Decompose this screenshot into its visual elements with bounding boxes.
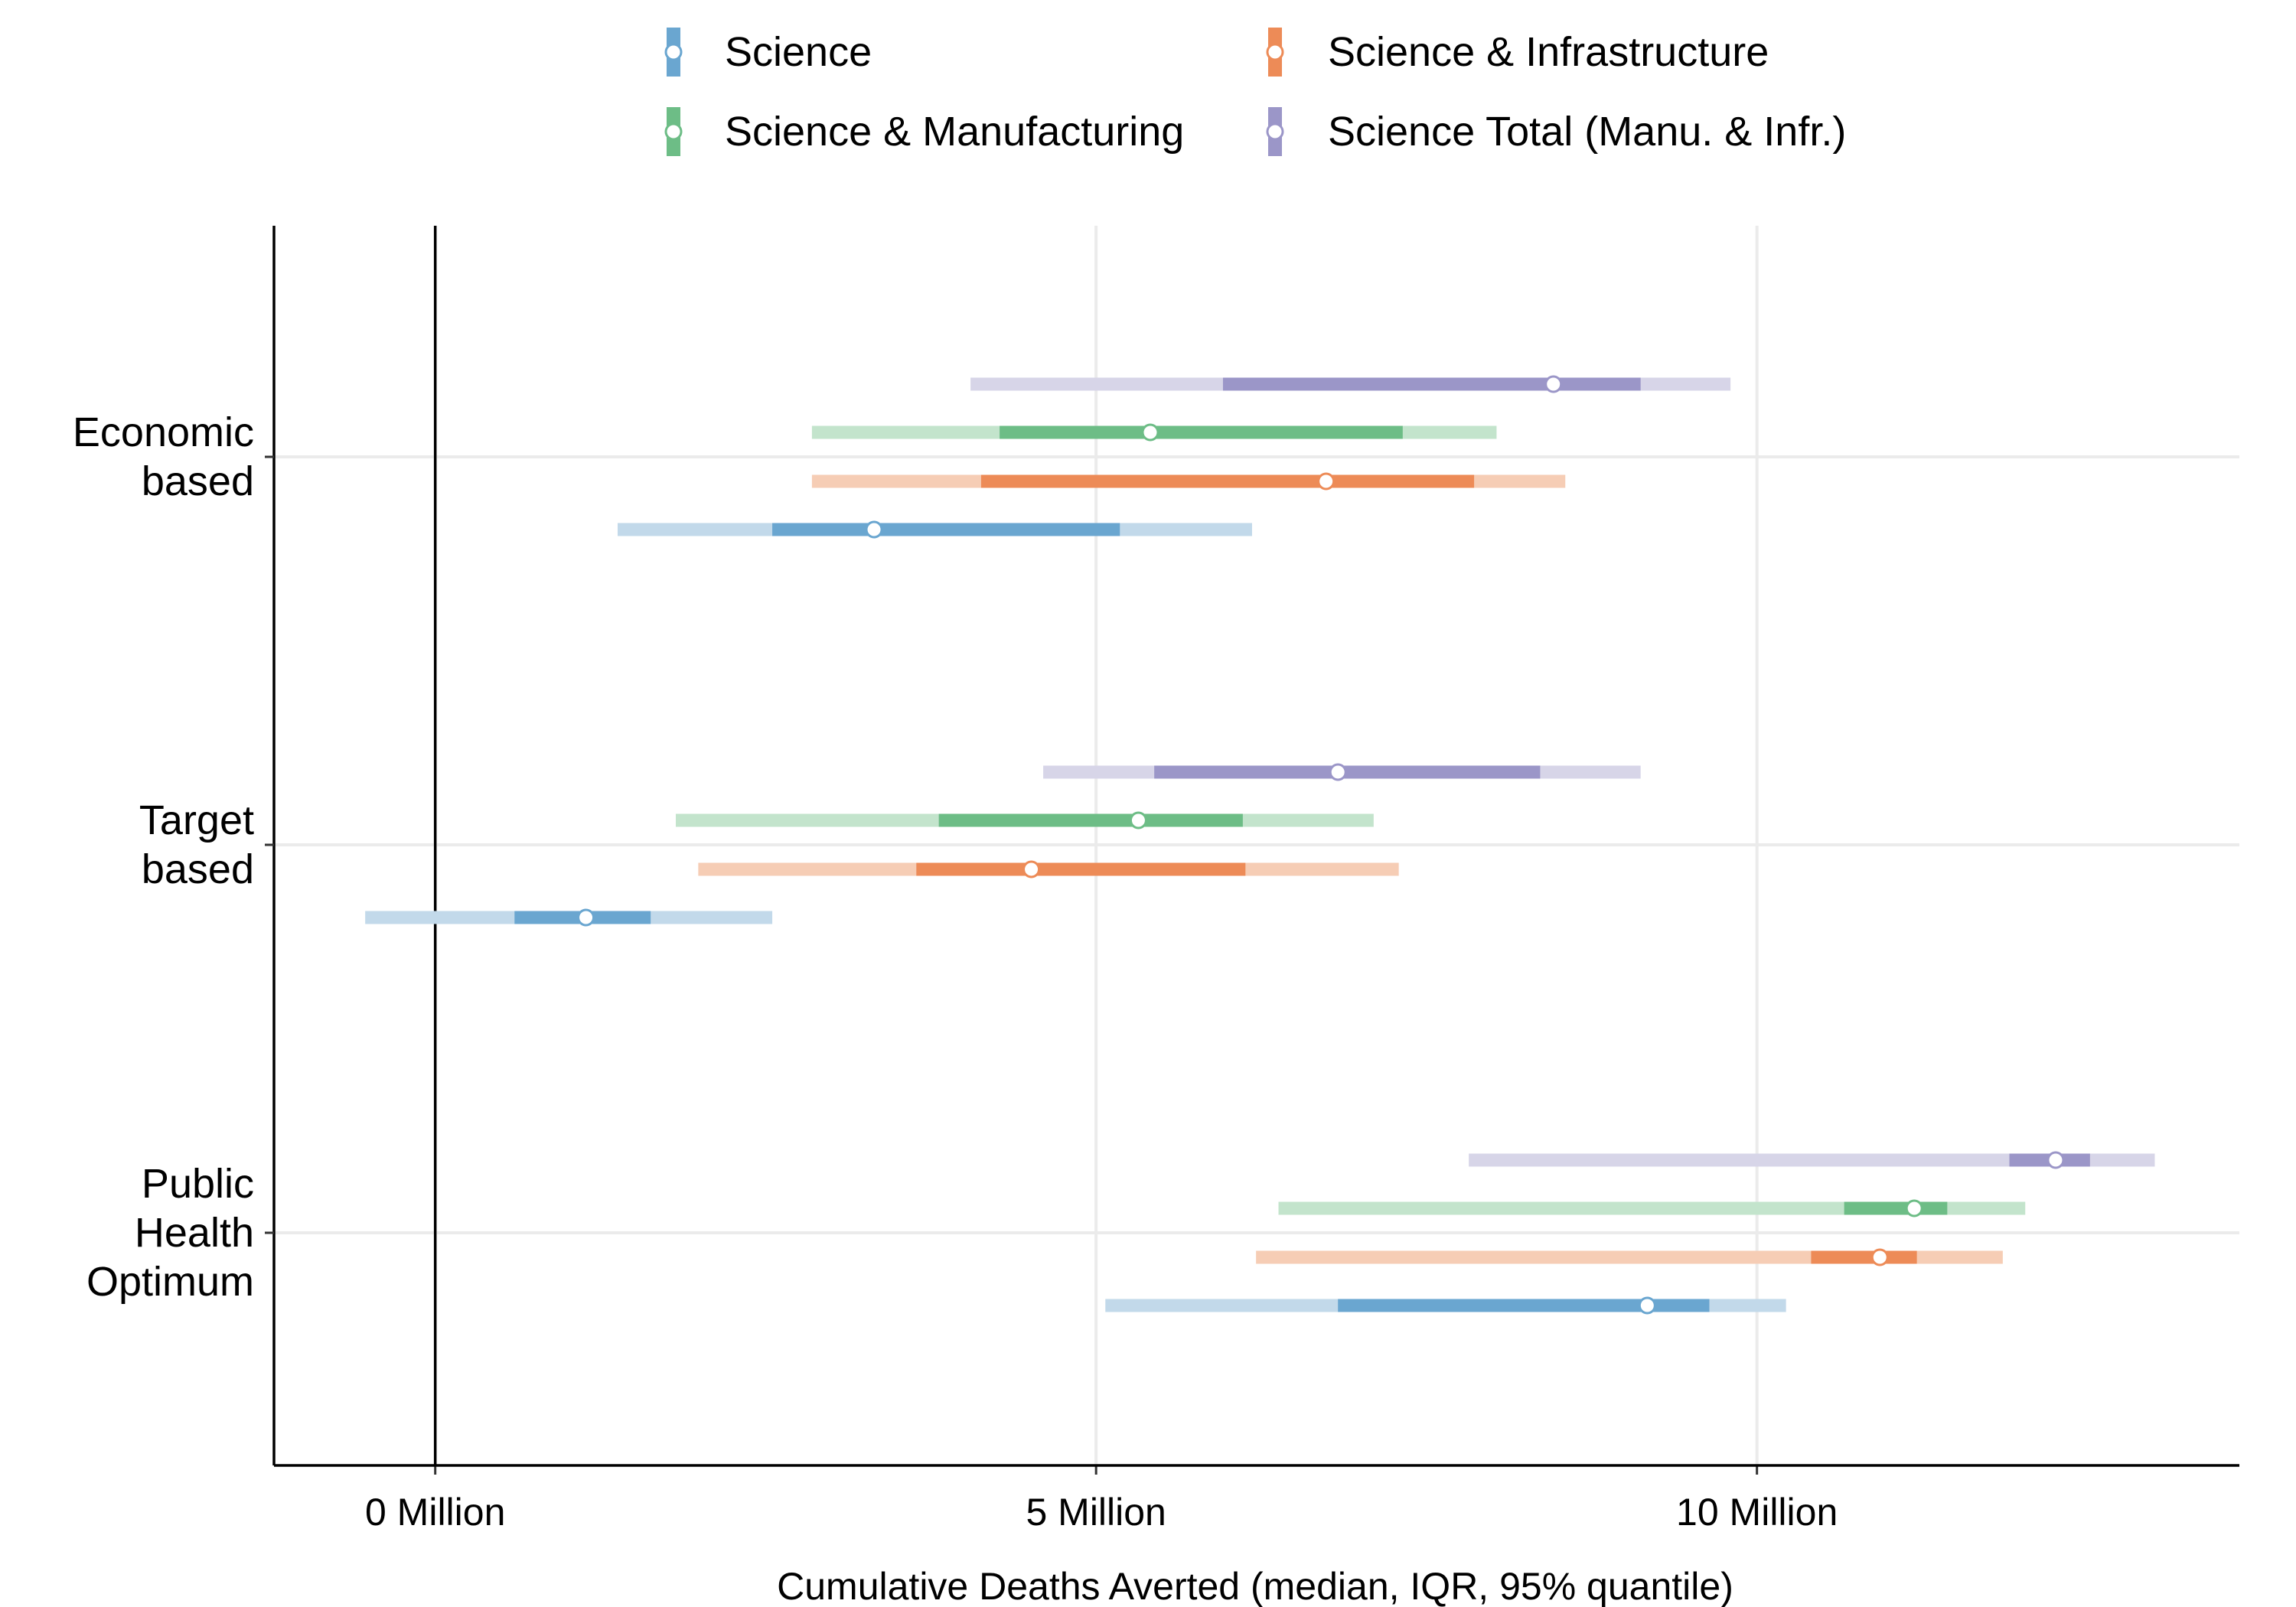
median-point [1141, 423, 1159, 442]
median-point [1329, 763, 1347, 781]
y-category-label-line: Target [139, 797, 254, 843]
legend: Science Science & Infrastructure Science &… [664, 28, 1846, 156]
legend-label: Science & Infrastructure [1328, 29, 1769, 75]
data-marks [365, 375, 2155, 1315]
median-point [2047, 1151, 2065, 1169]
axes: 0 Million 5 Million 10 MillionEconomicbase… [73, 226, 2239, 1534]
legend-entry-science-total-manu-and-infr: Science Total (Manu. & Infr.) [1266, 107, 1846, 156]
grid [274, 226, 2239, 1465]
y-category-label-line: Optimum [86, 1259, 254, 1305]
median-point [577, 908, 595, 927]
x-tick-label: 10 Million [1676, 1491, 1838, 1534]
median-point [1870, 1248, 1889, 1266]
x-tick-label: 0 Million [365, 1491, 505, 1534]
legend-label: Science [725, 29, 872, 75]
x-tick-label: 5 Million [1026, 1491, 1166, 1534]
series-science-and-manufacturing [675, 423, 2026, 1217]
y-category-label-line: based [142, 458, 254, 504]
median-point [1638, 1296, 1656, 1315]
median-point [1317, 472, 1336, 491]
median-point [1129, 811, 1147, 830]
y-category-label-line: Health [135, 1210, 254, 1256]
series-science-and-infrastructure [698, 472, 2003, 1266]
legend-label: Science & Manufacturing [725, 109, 1184, 155]
series-science [365, 520, 1786, 1315]
legend-key-point [1266, 43, 1284, 61]
y-category-label-line: based [142, 846, 254, 892]
legend-entry-science-and-manufacturing: Science & Manufacturing [664, 107, 1184, 156]
median-point [865, 520, 883, 539]
series-science-total-manu-and-infr [970, 375, 2155, 1169]
x-axis-title: Cumulative Deaths Averted (median, IQR, … [777, 1565, 1733, 1607]
y-category-label-line: Economic [73, 409, 254, 455]
median-point [1544, 375, 1563, 393]
median-point [1905, 1199, 1923, 1217]
legend-key-point [1266, 122, 1284, 141]
y-category-label-line: Public [142, 1161, 254, 1207]
median-point [1022, 860, 1041, 878]
legend-key-point [664, 122, 683, 141]
legend-label: Science Total (Manu. & Infr.) [1328, 109, 1846, 155]
legend-entry-science-and-infrastructure: Science & Infrastructure [1266, 28, 1769, 77]
legend-key-point [664, 43, 683, 61]
legend-entry-science: Science [664, 28, 872, 77]
